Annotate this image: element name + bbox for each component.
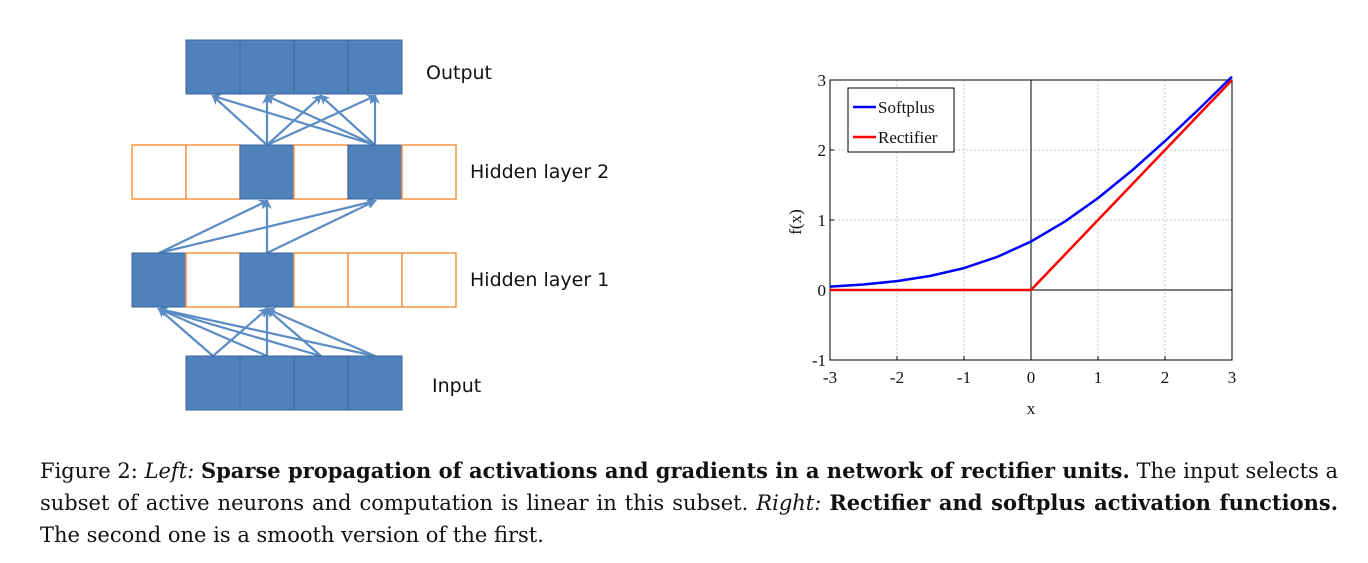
caption-right-label: Right: (756, 491, 822, 515)
caption-figure-label: Figure 2: (40, 459, 138, 483)
arrow-2-0-to-1-2 (158, 199, 269, 254)
series-line-softplus (829, 75, 1233, 288)
arrow-2-2-to-1-4 (266, 199, 377, 254)
figure-caption: Figure 2: Left: Sparse propagation of ac… (40, 455, 1338, 551)
neuron-unit-1-5-inactive (401, 144, 457, 200)
arrow-3-3-to-2-2 (265, 307, 376, 358)
neuron-unit-0-3-active (347, 39, 403, 95)
chart-legend: Softplus Rectifier (847, 87, 955, 153)
connection-arrows (157, 93, 380, 358)
legend-label-rectifier: Rectifier (878, 128, 938, 147)
x-tick-label: -1 (957, 368, 971, 387)
series-line-rectifier (830, 79, 1233, 292)
arrow-1-2-to-0-2 (266, 94, 323, 146)
arrow-1-2-to-0-3 (266, 94, 377, 147)
neuron-unit-3-0-active (185, 355, 241, 411)
y-tick-label: -1 (812, 351, 826, 370)
label-hidden-layer-1: Hidden layer 1 (470, 269, 609, 291)
neuron-unit-3-3-active (347, 355, 403, 411)
neuron-unit-1-1-inactive (185, 144, 241, 200)
caption-left-text: The input selects a subset of active neu… (40, 459, 1339, 515)
neuron-unit-2-3-inactive (293, 252, 349, 308)
label-input: Input (432, 375, 481, 397)
activation-chart: -3 -2 -1 0 1 2 3 -1 0 1 2 3 x f(x) Softplus Rectifi… (786, 71, 1236, 418)
caption-right-text: The second one is a smooth version of th… (40, 523, 544, 547)
label-output: Output (426, 62, 492, 84)
neuron-units (131, 39, 457, 411)
y-axis-label: f(x) (786, 209, 805, 234)
neuron-unit-3-2-active (293, 355, 349, 411)
y-tick-label: 0 (818, 281, 827, 300)
arrow-2-0-to-1-4 (158, 198, 377, 255)
neuron-unit-2-5-inactive (401, 252, 457, 308)
x-axis-label: x (1027, 399, 1036, 418)
neuron-unit-0-1-active (239, 39, 295, 95)
y-tick-label: 1 (818, 211, 827, 230)
arrow-1-4-to-0-2 (319, 94, 376, 146)
neuron-unit-2-0-active (131, 252, 187, 308)
legend-label-softplus: Softplus (878, 98, 935, 117)
label-hidden-layer-2: Hidden layer 2 (470, 161, 609, 183)
neuron-unit-1-3-inactive (293, 144, 349, 200)
chart-series (829, 75, 1233, 292)
x-tick-label: 2 (1161, 368, 1170, 387)
axis-ticks: -3 -2 -1 0 1 2 3 -1 0 1 2 3 (812, 71, 1236, 387)
x-tick-label: -2 (890, 368, 904, 387)
neuron-unit-3-1-active (239, 355, 295, 411)
caption-right-bold: Rectifier and softplus activation functi… (829, 490, 1339, 515)
neuron-unit-0-0-active (185, 39, 241, 95)
x-tick-label: 1 (1094, 368, 1103, 387)
x-tick-label: 3 (1228, 368, 1237, 387)
caption-left-label: Left: (144, 459, 195, 483)
arrow-3-1-to-2-0 (157, 307, 268, 358)
legend-box (847, 87, 955, 153)
arrow-3-0-to-2-2 (212, 307, 269, 357)
network-diagram: Output Hidden layer 2 Hidden layer 1 Inp… (131, 39, 609, 411)
arrow-3-0-to-2-0 (157, 307, 214, 357)
caption-left-bold: Sparse propagation of activations and gr… (200, 458, 1130, 483)
x-tick-label: 0 (1027, 368, 1036, 387)
neuron-unit-0-2-active (293, 39, 349, 95)
arrow-1-2-to-0-0 (211, 94, 268, 146)
x-tick-label: -3 (823, 368, 837, 387)
y-tick-label: 3 (818, 71, 827, 90)
arrow-3-2-to-2-2 (265, 307, 322, 357)
neuron-unit-2-2-active (239, 252, 295, 308)
neuron-unit-1-4-active (347, 144, 403, 200)
y-tick-label: 2 (818, 141, 827, 160)
